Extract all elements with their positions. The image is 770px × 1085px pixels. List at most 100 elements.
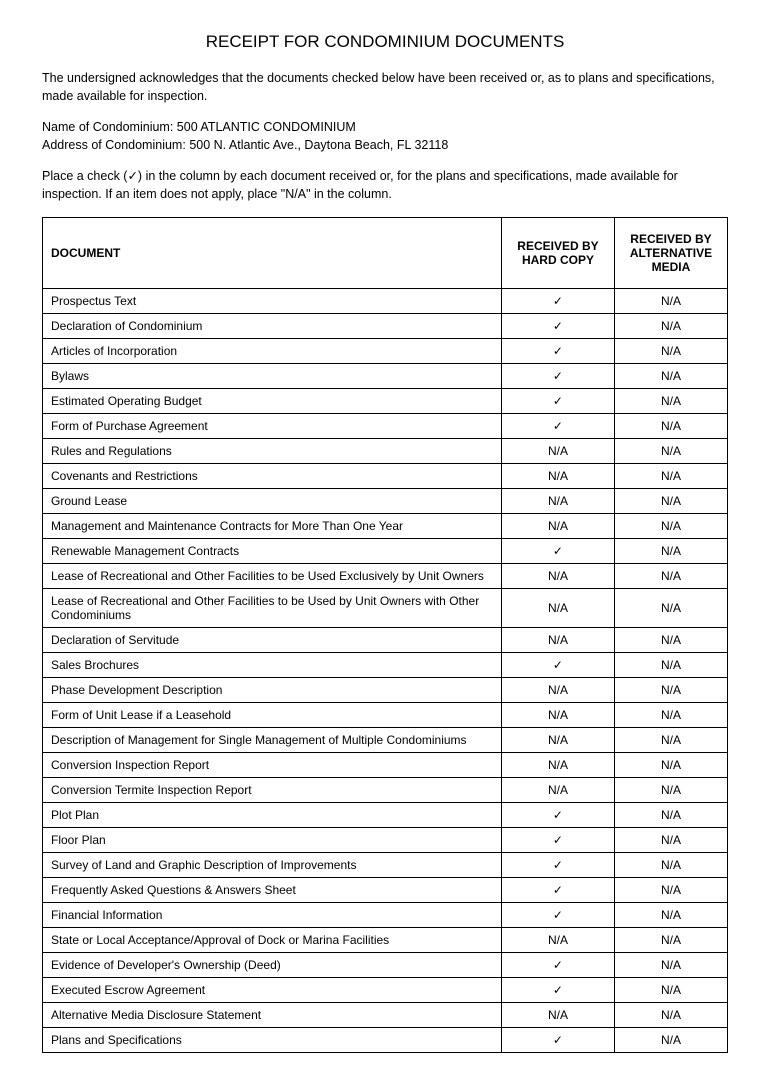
hardcopy-cell: N/A <box>501 514 614 539</box>
table-row: Plans and Specifications✓N/A <box>43 1028 728 1053</box>
altmedia-cell: N/A <box>614 539 727 564</box>
altmedia-cell: N/A <box>614 414 727 439</box>
doc-name-cell: Prospectus Text <box>43 289 502 314</box>
check-icon: ✓ <box>553 883 563 897</box>
altmedia-cell: N/A <box>614 878 727 903</box>
hardcopy-cell: N/A <box>501 628 614 653</box>
table-row: Executed Escrow Agreement ✓ N/A <box>43 978 728 1003</box>
table-row: Description of Management for Single Man… <box>43 728 728 753</box>
table-body: Prospectus Text✓N/ADeclaration of Condom… <box>43 289 728 1053</box>
altmedia-cell: N/A <box>614 389 727 414</box>
table-row: Financial Information✓N/A <box>43 903 728 928</box>
condo-info: Name of Condominium: 500 ATLANTIC CONDOM… <box>42 119 728 154</box>
table-row: Lease of Recreational and Other Faciliti… <box>43 589 728 628</box>
check-icon: ✓ <box>553 958 563 972</box>
doc-name-cell: Plans and Specifications <box>43 1028 502 1053</box>
table-row: Renewable Management Contracts✓N/A <box>43 539 728 564</box>
altmedia-cell: N/A <box>614 953 727 978</box>
table-row: Survey of Land and Graphic Description o… <box>43 853 728 878</box>
altmedia-cell: N/A <box>614 853 727 878</box>
table-header-row: DOCUMENT RECEIVED BY HARD COPY RECEIVED … <box>43 218 728 289</box>
altmedia-cell: N/A <box>614 803 727 828</box>
hardcopy-cell: N/A <box>501 489 614 514</box>
altmedia-cell: N/A <box>614 314 727 339</box>
table-row: State or Local Acceptance/Approval of Do… <box>43 928 728 953</box>
altmedia-cell: N/A <box>614 728 727 753</box>
table-row: Lease of Recreational and Other Faciliti… <box>43 564 728 589</box>
doc-name-cell: Management and Maintenance Contracts for… <box>43 514 502 539</box>
table-row: Phase Development DescriptionN/AN/A <box>43 678 728 703</box>
check-icon: ✓ <box>553 294 563 308</box>
page-title: RECEIPT FOR CONDOMINIUM DOCUMENTS <box>42 32 728 52</box>
hardcopy-cell: ✓ <box>501 339 614 364</box>
altmedia-cell: N/A <box>614 439 727 464</box>
table-row: Sales Brochures✓N/A <box>43 653 728 678</box>
hardcopy-cell: N/A <box>501 928 614 953</box>
table-row: Declaration of ServitudeN/AN/A <box>43 628 728 653</box>
altmedia-cell: N/A <box>614 978 727 1003</box>
hardcopy-cell: ✓ <box>501 289 614 314</box>
doc-name-cell: Declaration of Servitude <box>43 628 502 653</box>
hardcopy-cell: N/A <box>501 464 614 489</box>
check-icon: ✓ <box>553 394 563 408</box>
table-row: Form of Unit Lease if a LeaseholdN/AN/A <box>43 703 728 728</box>
altmedia-cell: N/A <box>614 564 727 589</box>
hardcopy-cell: N/A <box>501 753 614 778</box>
condo-addr: 500 N. Atlantic Ave., Daytona Beach, FL … <box>189 138 448 152</box>
altmedia-cell: N/A <box>614 364 727 389</box>
check-icon: ✓ <box>553 1033 563 1047</box>
hardcopy-cell: ✓ <box>501 653 614 678</box>
doc-name-cell: Rules and Regulations <box>43 439 502 464</box>
doc-name-cell: Declaration of Condominium <box>43 314 502 339</box>
condo-name: 500 ATLANTIC CONDOMINIUM <box>177 120 356 134</box>
doc-name-cell: Conversion Inspection Report <box>43 753 502 778</box>
table-row: Prospectus Text ✓ N/A <box>43 289 728 314</box>
table-row: Plot Plan✓N/A <box>43 803 728 828</box>
hardcopy-cell: N/A <box>501 589 614 628</box>
hardcopy-cell: ✓ <box>501 903 614 928</box>
altmedia-cell: N/A <box>614 589 727 628</box>
instruction-text: Place a check (✓) in the column by each … <box>42 168 728 203</box>
altmedia-cell: N/A <box>614 514 727 539</box>
doc-name-cell: Floor Plan <box>43 828 502 853</box>
doc-name-cell: Lease of Recreational and Other Faciliti… <box>43 564 502 589</box>
hardcopy-cell: ✓ <box>501 853 614 878</box>
doc-name-cell: State or Local Acceptance/Approval of Do… <box>43 928 502 953</box>
doc-name-cell: Articles of Incorporation <box>43 339 502 364</box>
doc-name-cell: Conversion Termite Inspection Report <box>43 778 502 803</box>
table-row: Ground LeaseN/AN/A <box>43 489 728 514</box>
hardcopy-cell: ✓ <box>501 539 614 564</box>
check-icon: ✓ <box>553 908 563 922</box>
altmedia-cell: N/A <box>614 828 727 853</box>
doc-name-cell: Covenants and Restrictions <box>43 464 502 489</box>
table-row: Estimated Operating Budget ✓ N/A <box>43 389 728 414</box>
table-row: Frequently Asked Questions & Answers She… <box>43 878 728 903</box>
doc-name-cell: Estimated Operating Budget <box>43 389 502 414</box>
hardcopy-cell: N/A <box>501 564 614 589</box>
altmedia-cell: N/A <box>614 678 727 703</box>
check-icon: ✓ <box>553 369 563 383</box>
col-header-document: DOCUMENT <box>43 218 502 289</box>
doc-name-cell: Bylaws <box>43 364 502 389</box>
hardcopy-cell: ✓ <box>501 878 614 903</box>
col-header-altmedia: RECEIVED BY ALTERNATIVE MEDIA <box>614 218 727 289</box>
check-icon: ✓ <box>553 544 563 558</box>
hardcopy-cell: ✓ <box>501 364 614 389</box>
table-row: Evidence of Developer's Ownership (Deed)… <box>43 953 728 978</box>
table-row: Floor Plan✓N/A <box>43 828 728 853</box>
check-icon: ✓ <box>553 858 563 872</box>
doc-name-cell: Form of Unit Lease if a Leasehold <box>43 703 502 728</box>
hardcopy-cell: ✓ <box>501 414 614 439</box>
hardcopy-cell: ✓ <box>501 828 614 853</box>
doc-name-cell: Executed Escrow Agreement <box>43 978 502 1003</box>
altmedia-cell: N/A <box>614 778 727 803</box>
altmedia-cell: N/A <box>614 289 727 314</box>
altmedia-cell: N/A <box>614 903 727 928</box>
table-row: Rules and RegulationsN/AN/A <box>43 439 728 464</box>
doc-name-cell: Survey of Land and Graphic Description o… <box>43 853 502 878</box>
hardcopy-cell: ✓ <box>501 978 614 1003</box>
altmedia-cell: N/A <box>614 703 727 728</box>
check-icon: ✓ <box>553 983 563 997</box>
hardcopy-cell: N/A <box>501 728 614 753</box>
table-row: Form of Purchase Agreement✓N/A <box>43 414 728 439</box>
